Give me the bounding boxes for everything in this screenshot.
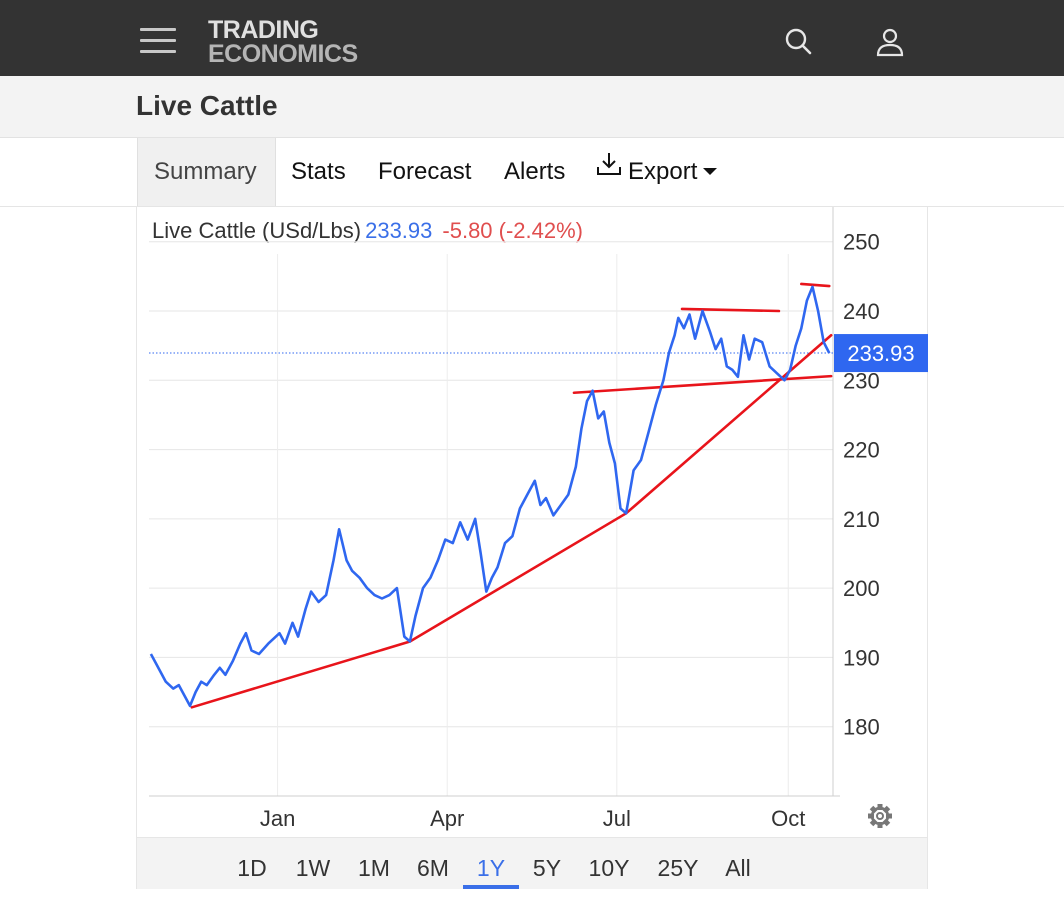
export-label: Export: [628, 158, 698, 185]
site-logo[interactable]: TRADING ECONOMICS: [208, 16, 358, 68]
range-button-25y[interactable]: 25Y: [657, 855, 699, 881]
tab-alerts[interactable]: Alerts: [504, 158, 566, 185]
tab-stats[interactable]: Stats: [291, 158, 346, 185]
tab-summary[interactable]: Summary: [137, 138, 276, 206]
top-navigation-bar: TRADING ECONOMICS: [0, 0, 1064, 76]
legend-change: -5.80 (-2.42%): [442, 218, 584, 243]
range-button-1y[interactable]: 1Y: [463, 838, 519, 889]
title-bar: Live Cattle: [0, 76, 1064, 138]
range-button-1w[interactable]: 1W: [295, 855, 331, 881]
chevron-down-icon: [703, 167, 718, 175]
range-button-1m[interactable]: 1M: [358, 855, 390, 881]
range-button-1d[interactable]: 1D: [237, 855, 267, 881]
user-icon[interactable]: [874, 26, 906, 58]
search-icon[interactable]: [783, 26, 815, 58]
download-icon: [596, 136, 622, 204]
tab-bar: Summary Stats Forecast Alerts Export: [0, 138, 1064, 207]
logo-line-1: TRADING: [208, 16, 319, 44]
range-button-10y[interactable]: 10Y: [588, 855, 630, 881]
range-button-6m[interactable]: 6M: [417, 855, 449, 881]
tab-export[interactable]: Export: [596, 136, 718, 206]
range-button-5y[interactable]: 5Y: [532, 855, 562, 881]
chart-legend: Live Cattle (USd/Lbs) 233.93 -5.80 (-2.42%…: [152, 218, 583, 244]
range-selector: 1D 1W 1M 6M 1Y 5Y 10Y 25Y All: [137, 837, 927, 889]
range-button-all[interactable]: All: [725, 855, 751, 881]
hamburger-icon[interactable]: [138, 26, 178, 58]
chart-container: [136, 207, 928, 889]
legend-price: 233.93: [365, 218, 433, 243]
tab-forecast[interactable]: Forecast: [378, 158, 472, 185]
legend-series-name: Live Cattle (USd/Lbs): [152, 218, 362, 243]
logo-line-2: ECONOMICS: [208, 40, 358, 68]
page-title: Live Cattle: [136, 90, 278, 121]
